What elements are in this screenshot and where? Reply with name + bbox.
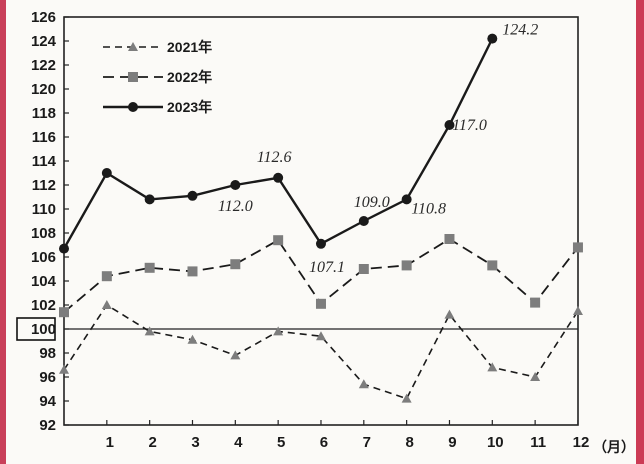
plot-frame <box>64 17 578 425</box>
x-tick-label: 2 <box>148 434 156 451</box>
series-1-point <box>573 242 583 252</box>
series-0-point <box>230 350 240 359</box>
legend-label-0: 2021年 <box>167 39 212 55</box>
series-2-point <box>145 194 155 204</box>
y-tick-label: 112 <box>32 177 56 194</box>
x-tick-label: 6 <box>320 434 328 451</box>
series-2-point <box>187 191 197 201</box>
series-0-point <box>102 300 112 309</box>
y-tick-label: 102 <box>31 297 56 314</box>
x-tick-label: 12 <box>573 434 590 451</box>
y-tick-label: 116 <box>32 129 56 146</box>
handwritten-annotation: 112.0 <box>218 198 253 215</box>
y-tick-label: 120 <box>31 81 56 98</box>
y-tick-label: 106 <box>31 249 56 266</box>
series-1-point <box>230 259 240 269</box>
series-1-point <box>316 299 326 309</box>
y-tick-label: 124 <box>31 33 57 50</box>
series-2-point <box>102 168 112 178</box>
series-line-0 <box>64 305 578 399</box>
series-2-point <box>487 34 497 44</box>
handwritten-annotation: 110.8 <box>411 200 446 217</box>
series-2-point <box>230 180 240 190</box>
x-tick-label: 10 <box>487 434 504 451</box>
handwritten-annotation: 109.0 <box>354 194 390 211</box>
x-tick-label: 5 <box>277 434 285 451</box>
series-1-point <box>444 234 454 244</box>
handwritten-annotation: 117.0 <box>452 117 487 134</box>
handwritten-annotation: 124.2 <box>502 22 538 39</box>
series-0-point <box>273 326 283 335</box>
y-tick-label: 118 <box>32 105 56 122</box>
y-tick-label: 94 <box>39 393 56 410</box>
series-1-point <box>145 263 155 273</box>
series-0-point <box>530 372 540 381</box>
series-2-point <box>316 239 326 249</box>
x-tick-label: 8 <box>405 434 413 451</box>
series-0-point <box>59 365 69 374</box>
series-2-point <box>402 194 412 204</box>
series-0-point <box>359 379 369 388</box>
series-1-point <box>530 298 540 308</box>
y-tick-label: 96 <box>39 369 56 386</box>
y-tick-label: 114 <box>32 153 57 170</box>
series-1-point <box>487 260 497 270</box>
x-tick-label: 11 <box>530 434 546 451</box>
series-0-point <box>145 326 155 335</box>
x-axis-unit: （月） <box>593 439 635 455</box>
x-tick-label: 4 <box>234 434 243 451</box>
y-tick-label: 98 <box>39 345 56 362</box>
series-1-point <box>402 260 412 270</box>
legend-marker-2 <box>128 102 138 112</box>
series-0-point <box>573 306 583 315</box>
y-tick-label: 122 <box>31 57 56 74</box>
y-tick-label: 92 <box>39 417 56 434</box>
x-tick-label: 3 <box>191 434 199 451</box>
series-0-point <box>444 310 454 319</box>
legend-label-1: 2022年 <box>167 69 212 85</box>
y-tick-label: 108 <box>31 225 56 242</box>
series-0-point <box>402 394 412 403</box>
series-1-point <box>59 307 69 317</box>
series-2-point <box>359 216 369 226</box>
legend-marker-1 <box>128 72 138 82</box>
series-1-point <box>273 235 283 245</box>
legend-label-2: 2023年 <box>167 99 212 115</box>
y-tick-label: 100 <box>31 321 56 338</box>
series-2-point <box>273 173 283 183</box>
series-2-point <box>59 244 69 254</box>
y-tick-label: 110 <box>32 201 56 218</box>
handwritten-annotation: 112.6 <box>257 149 292 166</box>
series-1-point <box>359 264 369 274</box>
handwritten-annotation: 107.1 <box>309 259 345 276</box>
series-1-point <box>187 266 197 276</box>
x-tick-label: 7 <box>363 434 371 451</box>
series-1-point <box>102 271 112 281</box>
y-tick-label: 104 <box>31 273 57 290</box>
x-tick-label: 1 <box>106 434 114 451</box>
y-tick-label: 126 <box>31 9 56 26</box>
x-tick-label: 9 <box>448 434 456 451</box>
